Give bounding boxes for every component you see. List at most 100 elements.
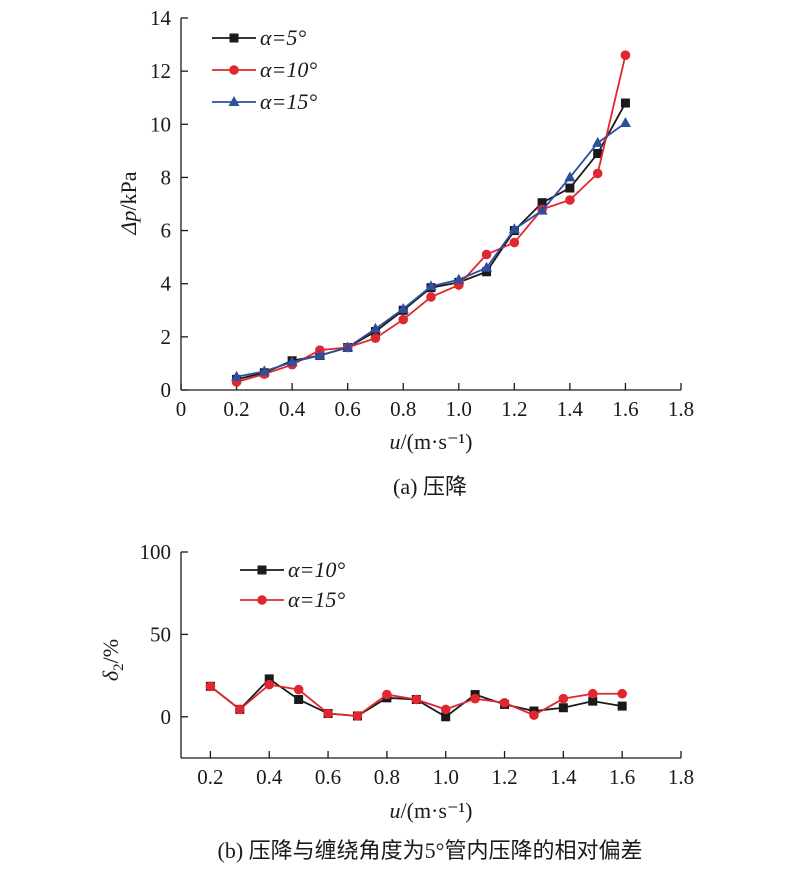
data-point — [617, 701, 627, 711]
x-axis-symbol: u — [390, 429, 401, 454]
legend-item: α=5° — [212, 25, 306, 50]
chart-b-relative-deviation: 0 50 100 0.2 0.4 0.6 0.8 1.0 1.2 1.4 1.6 1.8 u/(m·s⁻… — [98, 540, 694, 863]
data-point — [536, 204, 548, 215]
data-point — [369, 322, 381, 333]
y-tick-label: 2 — [161, 325, 172, 349]
data-point — [235, 704, 245, 715]
data-point — [620, 50, 631, 60]
x-tick-label: 0.2 — [197, 765, 223, 789]
x-tick-label: 1.6 — [612, 397, 638, 421]
data-point — [529, 710, 539, 720]
legend-marker — [257, 565, 267, 575]
y-tick-label: 14 — [150, 6, 172, 30]
x-tick-label: 0.4 — [279, 397, 306, 421]
x-tick-label: 1.2 — [491, 765, 517, 789]
data-point — [509, 237, 520, 248]
data-point — [342, 341, 354, 352]
legend-item: α=15° — [240, 587, 345, 612]
series-line — [236, 122, 626, 378]
data-point — [231, 370, 243, 381]
x-tick-label: 0.6 — [315, 765, 341, 789]
legend-label: α=10° — [288, 557, 345, 582]
legend-item: α=10° — [240, 557, 345, 582]
data-point — [470, 693, 480, 704]
data-point — [558, 703, 568, 713]
y-tick-label: 100 — [140, 540, 172, 564]
x-tick-label: 0.2 — [223, 397, 249, 421]
y-axis-symbol: δ — [98, 670, 123, 681]
data-point — [565, 183, 575, 193]
y-axis-unit: /kPa — [116, 171, 141, 210]
data-point — [593, 149, 603, 159]
legend-marker — [229, 65, 239, 75]
x-axis-unit: /(m·s⁻¹) — [401, 429, 473, 454]
data-point — [441, 712, 451, 722]
legend-marker — [229, 33, 239, 43]
y-axis-title: δ2/% — [98, 639, 127, 681]
legend-item: α=10° — [212, 57, 317, 82]
y-axis-subscript: 2 — [111, 663, 127, 671]
data-point — [411, 694, 422, 705]
data-point — [588, 696, 598, 706]
legend-marker — [257, 595, 267, 605]
data-point — [440, 704, 451, 715]
x-tick-label: 1.4 — [550, 765, 577, 789]
y-tick-label: 4 — [161, 272, 172, 296]
data-point — [314, 349, 326, 360]
data-point — [205, 681, 216, 692]
x-tick-label: 0.8 — [374, 765, 400, 789]
y-axis-title: Δp/kPa — [116, 171, 141, 235]
data-point — [617, 688, 627, 699]
series-circle — [205, 679, 627, 721]
data-point — [564, 171, 576, 182]
data-point — [587, 688, 598, 699]
y-tick-label: 12 — [150, 59, 171, 83]
data-point — [619, 116, 631, 127]
y-tick-label: 0 — [161, 378, 172, 402]
data-point — [323, 708, 333, 719]
x-axis-title: u/(m·s⁻¹) — [390, 798, 473, 823]
data-point — [592, 168, 603, 179]
x-tick-label: 1.2 — [501, 397, 527, 421]
data-point — [294, 694, 304, 704]
y-axis-unit: /% — [98, 639, 123, 663]
y-tick-label: 10 — [150, 112, 171, 136]
data-point — [370, 333, 381, 343]
legend-marker — [228, 96, 240, 106]
data-point — [264, 674, 274, 684]
x-tick-label: 1.6 — [609, 765, 635, 789]
legend-label: α=15° — [288, 587, 345, 612]
y-tick-label: 6 — [161, 219, 172, 243]
x-tick-label: 1.0 — [446, 397, 472, 421]
data-point — [382, 689, 392, 700]
data-point — [293, 684, 304, 695]
data-point — [398, 314, 409, 325]
legend-label: α=15° — [260, 89, 317, 114]
data-point — [565, 195, 575, 205]
legend-item: α=15° — [212, 89, 317, 114]
x-axis-unit: /(m·s⁻¹) — [401, 798, 473, 823]
data-point — [286, 356, 298, 367]
y-tick-label: 8 — [161, 165, 172, 189]
data-point — [425, 280, 437, 291]
data-point — [537, 198, 547, 208]
y-axis-symbol: Δp — [116, 211, 141, 236]
chart-caption: (b) 压降与缠绕角度为5°管内压降的相对偏差 — [218, 838, 643, 863]
x-axis-title: u/(m·s⁻¹) — [390, 429, 473, 454]
data-point — [558, 693, 569, 704]
y-tick-label: 0 — [161, 705, 172, 729]
chart-a-pressure-drop: 0 2 4 6 8 10 12 14 0 0.2 0.4 0.6 0.8 1.0 1.2 1.4 1.6 1.8 u… — [116, 6, 694, 499]
data-point — [453, 273, 465, 284]
x-tick-label: 1.4 — [557, 397, 584, 421]
data-point — [499, 697, 510, 708]
data-point — [352, 711, 363, 721]
x-tick-label: 1.8 — [668, 397, 694, 421]
data-point — [481, 261, 493, 272]
data-point — [620, 98, 630, 108]
x-tick-label: 0.4 — [256, 765, 283, 789]
data-point — [508, 223, 520, 234]
data-point — [592, 136, 604, 147]
x-tick-label: 1.0 — [433, 765, 459, 789]
series-square — [232, 98, 630, 384]
